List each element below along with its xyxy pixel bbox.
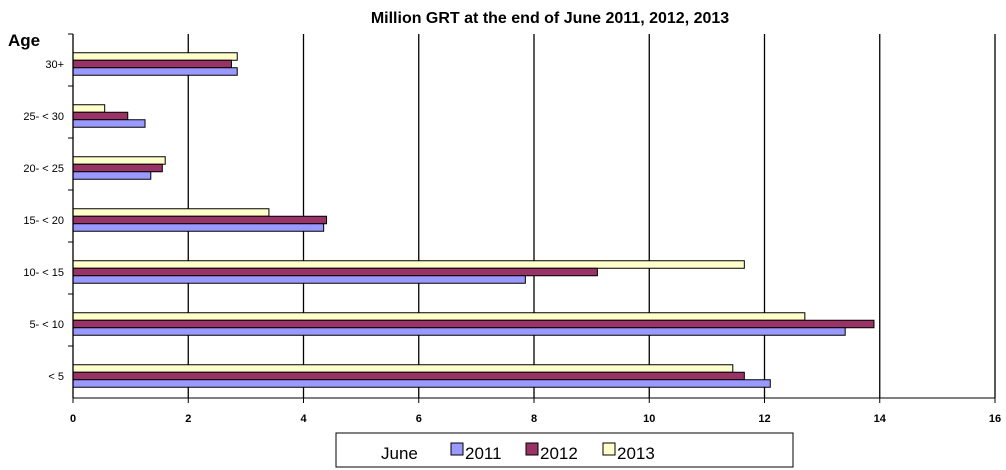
legend-label-2013: 2013 (617, 444, 655, 463)
bar-2011 (72, 223, 325, 232)
legend-title: June (381, 444, 418, 463)
legend-swatch-2013 (602, 442, 616, 456)
bar-2012 (72, 215, 328, 225)
bar-2013 (72, 312, 806, 321)
chart-title: Million GRT at the end of June 2011, 201… (371, 10, 729, 27)
legend-box (335, 432, 794, 468)
bars (72, 52, 875, 388)
bar-2013 (72, 260, 745, 269)
bar-2012 (72, 111, 129, 121)
x-tick-label: 8 (531, 413, 537, 425)
bar-2013 (72, 52, 238, 61)
bar-2012 (72, 371, 745, 381)
y-axis-title: Age (8, 31, 40, 50)
y-category-label: < 5 (48, 371, 64, 383)
bar-2013 (72, 156, 166, 165)
x-tick-label: 12 (758, 413, 770, 425)
y-category-label: 15- < 20 (23, 215, 64, 227)
bar-2013 (72, 364, 734, 373)
x-tick-label: 2 (185, 413, 191, 425)
x-tick-label: 6 (416, 413, 422, 425)
axes: 0 2 4 6 8 10 12 14 16 30+ 25- < 30 20- < 25 15- < 20… (23, 33, 1001, 425)
y-category-label: 25- < 30 (23, 111, 64, 123)
x-tick-label: 16 (989, 413, 1001, 425)
bar-2011 (72, 119, 146, 128)
bar-2013 (72, 208, 270, 217)
bar-2011 (72, 327, 846, 336)
bar-2012 (72, 59, 232, 69)
gridlines (187, 34, 996, 398)
bar-2012 (72, 267, 598, 277)
x-tick-label: 4 (300, 413, 307, 425)
bar-2011 (72, 379, 771, 388)
bar-2011 (72, 171, 152, 180)
x-tick-label: 0 (70, 413, 76, 425)
legend-swatch-2012 (525, 442, 539, 456)
legend-label-2012: 2012 (540, 444, 578, 463)
bar-2011 (72, 67, 238, 76)
bar-2012 (72, 163, 163, 173)
y-category-label: 20- < 25 (23, 163, 64, 175)
legend: June 2011 2012 2013 (335, 432, 794, 468)
bar-2012 (72, 319, 875, 329)
legend-swatch-2011 (450, 442, 464, 456)
bar-2013 (72, 104, 106, 113)
x-tick-label: 10 (643, 413, 655, 425)
x-tick-label: 14 (874, 413, 887, 425)
legend-label-2011: 2011 (465, 444, 502, 463)
bar-2011 (72, 275, 526, 284)
y-category-label: 10- < 15 (23, 267, 64, 279)
y-category-label: 30+ (45, 59, 64, 71)
y-category-label: 5- < 10 (29, 319, 64, 331)
